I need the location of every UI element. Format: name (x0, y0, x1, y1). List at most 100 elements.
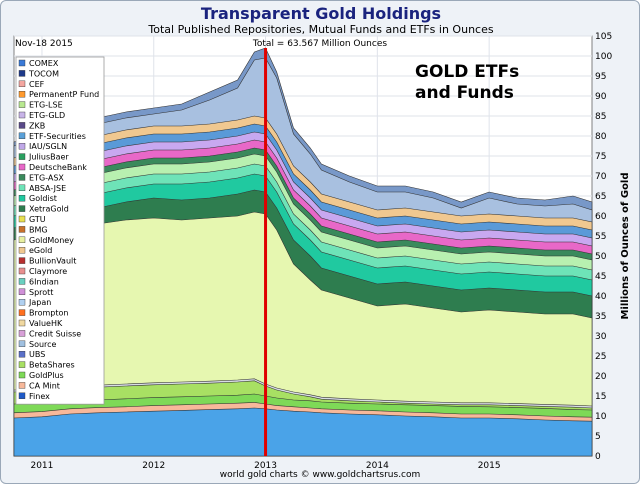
legend-swatch (18, 122, 26, 129)
legend-label: GTU (29, 215, 46, 224)
legend-swatch (18, 174, 26, 181)
x-tick-label: 2013 (254, 461, 277, 471)
y-tick-label: 105 (595, 32, 612, 42)
legend-label: Sprott (29, 288, 53, 297)
legend-label: Goldist (29, 194, 57, 203)
legend-swatch (18, 111, 26, 119)
legend-label: ZKB (29, 121, 45, 130)
y-tick-label: 35 (595, 312, 606, 322)
legend-swatch (18, 184, 26, 192)
legend-swatch (18, 288, 26, 295)
total-label: Total = 63.567 Million Ounces (252, 39, 387, 49)
y-tick-label: 85 (595, 112, 606, 122)
legend-label: JuliusBaer (28, 153, 69, 162)
legend-label: GoldMoney (29, 236, 74, 245)
y-tick-label: 55 (595, 232, 606, 242)
legend-box (15, 56, 105, 405)
legend-label: CEF (29, 80, 45, 89)
legend-label: Finex (29, 392, 50, 401)
x-tick-label: 2012 (142, 461, 165, 471)
y-axis-label: Millions of Ounces of Gold (620, 172, 631, 319)
legend-swatch (18, 392, 26, 399)
legend-label: ETG-LSE (29, 101, 63, 110)
y-tick-label: 90 (595, 92, 607, 102)
area-layer (13, 407, 593, 457)
chart-subtitle: Total Published Repositories, Mutual Fun… (148, 23, 494, 36)
y-tick-label: 60 (595, 212, 607, 222)
legend-label: Brompton (29, 309, 68, 318)
legend-swatch (18, 205, 26, 212)
y-tick-label: 50 (595, 252, 607, 262)
date-label: Nov-18 2015 (15, 39, 73, 49)
legend-swatch (18, 59, 26, 67)
legend-swatch (18, 319, 26, 327)
legend-swatch (18, 361, 26, 368)
y-tick-label: 70 (595, 172, 607, 182)
x-axis: 2011 2012 2013 2014 2015 (30, 461, 500, 471)
legend-label: ABSA-JSE (29, 184, 66, 193)
y-tick-label: 40 (595, 292, 607, 302)
legend-swatch (18, 101, 26, 108)
legend-swatch (18, 278, 26, 285)
legend-label: PermanentP Fund (29, 90, 99, 99)
legend-label: ValueHK (29, 319, 63, 328)
legend-swatch (18, 194, 26, 202)
legend-swatch (18, 163, 26, 171)
legend-swatch (18, 153, 26, 160)
legend-label: BullionVault (29, 257, 76, 266)
legend-swatch (18, 309, 26, 316)
legend-label: XetraGold (29, 205, 69, 214)
y-tick-label: 15 (595, 392, 606, 402)
legend-swatch (18, 257, 26, 264)
y-tick-label: 0 (595, 452, 601, 462)
legend-label: 6Indian (29, 277, 59, 286)
legend-swatch (18, 90, 26, 98)
legend-label: Japan (28, 298, 51, 307)
y-tick-label: 75 (595, 152, 606, 162)
y-tick-label: 5 (595, 432, 601, 442)
legend-label: ETG-ASX (29, 173, 64, 182)
y-tick-label: 100 (595, 52, 612, 62)
legend-label: COMEX (29, 59, 59, 68)
legend-label: eGold (29, 246, 52, 255)
x-tick-label: 2015 (478, 461, 501, 471)
legend-label: ETF-Securities (29, 132, 86, 141)
x-tick-label: 2011 (30, 461, 53, 471)
y-axis: 0 5 10 15 20 25 30 35 40 45 50 55 60 65 70 75 80 85 90 95 10… (595, 32, 612, 462)
legend-swatch (18, 132, 26, 140)
legend-swatch (18, 382, 26, 389)
legend-label: GoldPlus (29, 371, 64, 380)
y-tick-label: 45 (595, 272, 606, 282)
legend-swatch (18, 351, 26, 358)
legend-label: CA Mint (29, 381, 60, 390)
annotation-line-2: and Funds (415, 83, 514, 103)
legend-swatch (18, 215, 26, 223)
legend-swatch (18, 80, 26, 88)
legend-swatch (18, 246, 26, 254)
legend-label: TOCOM (28, 69, 59, 78)
legend-label: Claymore (29, 267, 67, 276)
area-layers (13, 47, 593, 457)
annotation-line-1: GOLD ETFs (415, 62, 519, 82)
legend-swatch (18, 142, 26, 150)
legend-label: UBS (29, 350, 45, 359)
legend-label: BMG (29, 225, 48, 234)
legend-label: Source (29, 340, 57, 349)
x-tick-label: 2014 (366, 461, 389, 471)
y-tick-label: 10 (595, 412, 607, 422)
y-tick-label: 25 (595, 352, 606, 362)
legend-swatch (18, 70, 26, 77)
legend-label: BetaShares (29, 361, 75, 370)
legend-swatch (18, 267, 26, 275)
legend-label: Credit Suisse (29, 329, 81, 338)
legend-swatch (18, 299, 26, 306)
legend-swatch (18, 371, 26, 379)
legend-swatch (18, 236, 26, 244)
y-tick-label: 80 (595, 132, 607, 142)
legend-swatch (18, 340, 26, 347)
y-tick-label: 30 (595, 332, 607, 342)
source-label: world gold charts © www.goldchartsrus.co… (220, 470, 421, 480)
y-tick-label: 65 (595, 192, 606, 202)
